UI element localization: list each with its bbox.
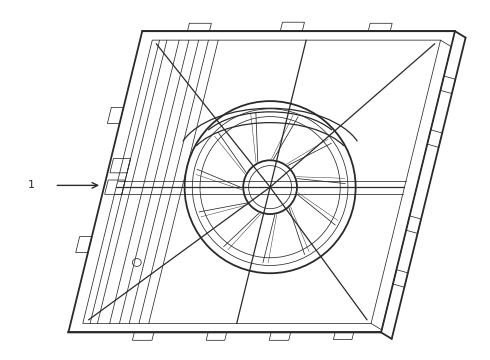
Text: 1: 1 bbox=[27, 180, 35, 190]
